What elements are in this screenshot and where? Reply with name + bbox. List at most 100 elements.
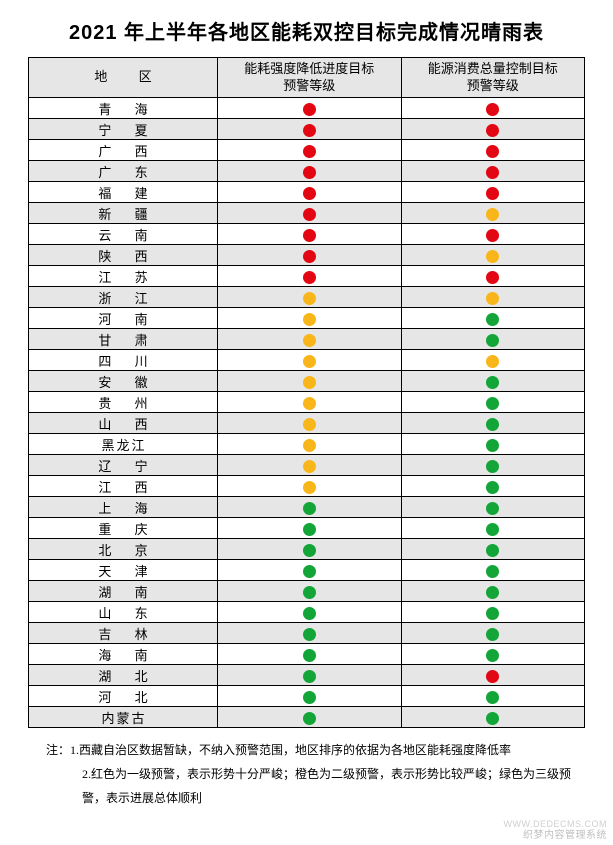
green-dot-icon (486, 397, 499, 410)
data-table: 地 区 能耗强度降低进度目标 预警等级 能源消费总量控制目标 预警等级 青 海宁… (28, 57, 585, 728)
green-dot-icon (486, 712, 499, 725)
green-dot-icon (303, 649, 316, 662)
consumption-cell (401, 413, 585, 434)
table-body: 青 海宁 夏广 西广 东福 建新 疆云 南陕 西江 苏浙 江河 南甘 肃四 川安… (29, 98, 585, 728)
green-dot-icon (303, 670, 316, 683)
intensity-cell (218, 161, 401, 182)
table-row: 上 海 (29, 497, 585, 518)
intensity-cell (218, 581, 401, 602)
intensity-cell (218, 623, 401, 644)
region-cell: 湖 南 (29, 581, 218, 602)
consumption-cell (401, 98, 585, 119)
consumption-cell (401, 623, 585, 644)
green-dot-icon (486, 418, 499, 431)
region-cell: 吉 林 (29, 623, 218, 644)
table-row: 宁 夏 (29, 119, 585, 140)
green-dot-icon (486, 334, 499, 347)
green-dot-icon (486, 607, 499, 620)
footnotes: 注：1.西藏自治区数据暂缺，不纳入预警范围，地区排序的依据为各地区能耗强度降低率… (28, 738, 585, 810)
header-col2-line2: 预警等级 (467, 78, 519, 93)
intensity-cell (218, 245, 401, 266)
green-dot-icon (303, 565, 316, 578)
red-dot-icon (303, 166, 316, 179)
red-dot-icon (303, 103, 316, 116)
red-dot-icon (303, 124, 316, 137)
table-row: 天 津 (29, 560, 585, 581)
consumption-cell (401, 371, 585, 392)
region-cell: 青 海 (29, 98, 218, 119)
orange-dot-icon (303, 355, 316, 368)
orange-dot-icon (486, 250, 499, 263)
region-cell: 四 川 (29, 350, 218, 371)
region-cell: 江 西 (29, 476, 218, 497)
header-region: 地 区 (29, 58, 218, 98)
region-cell: 安 徽 (29, 371, 218, 392)
intensity-cell (218, 539, 401, 560)
region-cell: 山 西 (29, 413, 218, 434)
consumption-cell (401, 434, 585, 455)
green-dot-icon (486, 691, 499, 704)
consumption-cell (401, 392, 585, 413)
consumption-cell (401, 266, 585, 287)
region-cell: 海 南 (29, 644, 218, 665)
region-cell: 河 北 (29, 686, 218, 707)
green-dot-icon (486, 523, 499, 536)
region-cell: 辽 宁 (29, 455, 218, 476)
intensity-cell (218, 224, 401, 245)
consumption-cell (401, 329, 585, 350)
region-cell: 甘 肃 (29, 329, 218, 350)
consumption-cell (401, 560, 585, 581)
intensity-cell (218, 203, 401, 224)
region-cell: 北 京 (29, 539, 218, 560)
green-dot-icon (486, 628, 499, 641)
region-cell: 内蒙古 (29, 707, 218, 728)
region-cell: 广 东 (29, 161, 218, 182)
orange-dot-icon (303, 334, 316, 347)
consumption-cell (401, 350, 585, 371)
green-dot-icon (486, 481, 499, 494)
green-dot-icon (486, 439, 499, 452)
table-row: 安 徽 (29, 371, 585, 392)
region-cell: 福 建 (29, 182, 218, 203)
consumption-cell (401, 182, 585, 203)
red-dot-icon (303, 250, 316, 263)
table-row: 云 南 (29, 224, 585, 245)
green-dot-icon (486, 460, 499, 473)
page-title: 2021 年上半年各地区能耗双控目标完成情况晴雨表 (28, 16, 585, 45)
orange-dot-icon (303, 418, 316, 431)
region-cell: 山 东 (29, 602, 218, 623)
green-dot-icon (303, 586, 316, 599)
table-row: 浙 江 (29, 287, 585, 308)
red-dot-icon (486, 187, 499, 200)
green-dot-icon (303, 502, 316, 515)
green-dot-icon (486, 376, 499, 389)
intensity-cell (218, 413, 401, 434)
intensity-cell (218, 644, 401, 665)
red-dot-icon (486, 166, 499, 179)
orange-dot-icon (486, 208, 499, 221)
table-row: 福 建 (29, 182, 585, 203)
table-row: 甘 肃 (29, 329, 585, 350)
green-dot-icon (486, 586, 499, 599)
intensity-cell (218, 371, 401, 392)
red-dot-icon (303, 271, 316, 284)
table-row: 广 东 (29, 161, 585, 182)
consumption-cell (401, 140, 585, 161)
consumption-cell (401, 119, 585, 140)
consumption-cell (401, 665, 585, 686)
table-row: 新 疆 (29, 203, 585, 224)
orange-dot-icon (486, 355, 499, 368)
red-dot-icon (486, 145, 499, 158)
green-dot-icon (303, 628, 316, 641)
region-cell: 新 疆 (29, 203, 218, 224)
region-cell: 重 庆 (29, 518, 218, 539)
red-dot-icon (303, 187, 316, 200)
intensity-cell (218, 497, 401, 518)
table-row: 江 苏 (29, 266, 585, 287)
consumption-cell (401, 686, 585, 707)
table-row: 黑龙江 (29, 434, 585, 455)
green-dot-icon (303, 607, 316, 620)
table-row: 湖 北 (29, 665, 585, 686)
consumption-cell (401, 245, 585, 266)
consumption-cell (401, 308, 585, 329)
